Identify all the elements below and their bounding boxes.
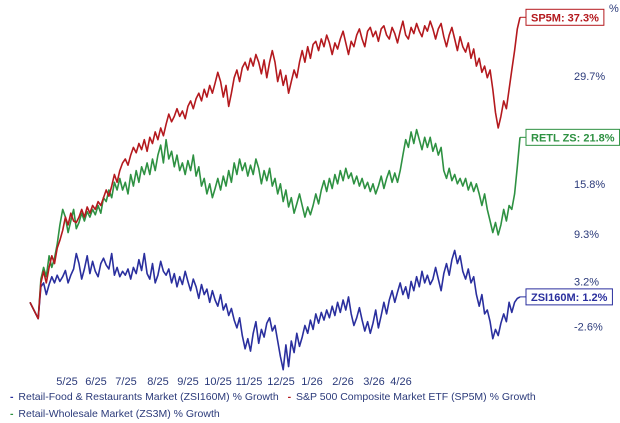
- x-tick-label: 3/26: [363, 376, 384, 388]
- y-tick-label: 15.8%: [574, 179, 605, 191]
- x-tick-label: 10/25: [204, 376, 232, 388]
- end-label-text: RETL ZS: 21.8%: [531, 132, 615, 144]
- legend-item-sp5m: - S&P 500 Composite Market ETF (SP5M) % …: [288, 389, 536, 406]
- x-tick-label: 7/25: [115, 376, 136, 388]
- legend-item-zs3m: - Retail-Wholesale Market (ZS3M) % Growt…: [10, 406, 220, 423]
- y-tick-label: -2.6%: [574, 321, 603, 333]
- end-label-text: ZSI160M: 1.2%: [531, 292, 608, 304]
- series-end-labels: ZSI160M: 1.2% SP5M: 37.3% RETL ZS: 21.8%: [520, 8, 620, 306]
- y-tick-label: 9.3%: [574, 229, 599, 241]
- x-tick-label: 5/25: [56, 376, 77, 388]
- x-tick-label: 6/25: [85, 376, 106, 388]
- legend-item-zsi160m: - Retail-Food & Restaurants Market (ZSI1…: [10, 389, 279, 406]
- series-lines: [29, 17, 521, 371]
- legend-marker: -: [10, 391, 14, 403]
- y-axis-ticks: -2.6% 3.2% 9.3% 15.8% 29.7%%: [574, 3, 619, 333]
- y-tick-label-top: %: [609, 3, 619, 15]
- chart-legend: - Retail-Food & Restaurants Market (ZSI1…: [10, 389, 610, 423]
- x-tick-label: 8/25: [147, 376, 168, 388]
- end-label-zsi160m: ZSI160M: 1.2%: [520, 288, 613, 306]
- legend-marker: -: [10, 408, 14, 420]
- y-tick-label: 29.7%: [574, 71, 605, 83]
- legend-label: Retail-Wholesale Market (ZS3M) % Growth: [18, 408, 220, 420]
- end-label-retl-zs: RETL ZS: 21.8%: [520, 128, 620, 146]
- legend-label: S&P 500 Composite Market ETF (SP5M) % Gr…: [296, 391, 536, 403]
- x-tick-label: 4/26: [390, 376, 411, 388]
- end-label-sp5m: SP5M: 37.3%: [520, 8, 605, 26]
- legend-marker: -: [287, 391, 292, 403]
- legend-label: Retail-Food & Restaurants Market (ZSI160…: [18, 391, 279, 403]
- series-line-sp5m: [29, 17, 521, 320]
- series-line-retl-zs: [29, 128, 521, 320]
- x-axis-ticks: 5/25 6/25 7/25 8/25 9/25 10/25 11/25 12/25 1/26 2…: [56, 376, 411, 388]
- x-tick-label: 1/26: [301, 376, 322, 388]
- series-line-zsi160m: [29, 249, 521, 371]
- x-tick-label: 12/25: [267, 376, 295, 388]
- end-label-text: SP5M: 37.3%: [531, 12, 599, 24]
- y-tick-label: 3.2%: [574, 276, 599, 288]
- x-tick-label: 9/25: [177, 376, 198, 388]
- x-tick-label: 2/26: [332, 376, 353, 388]
- x-tick-label: 11/25: [236, 376, 263, 388]
